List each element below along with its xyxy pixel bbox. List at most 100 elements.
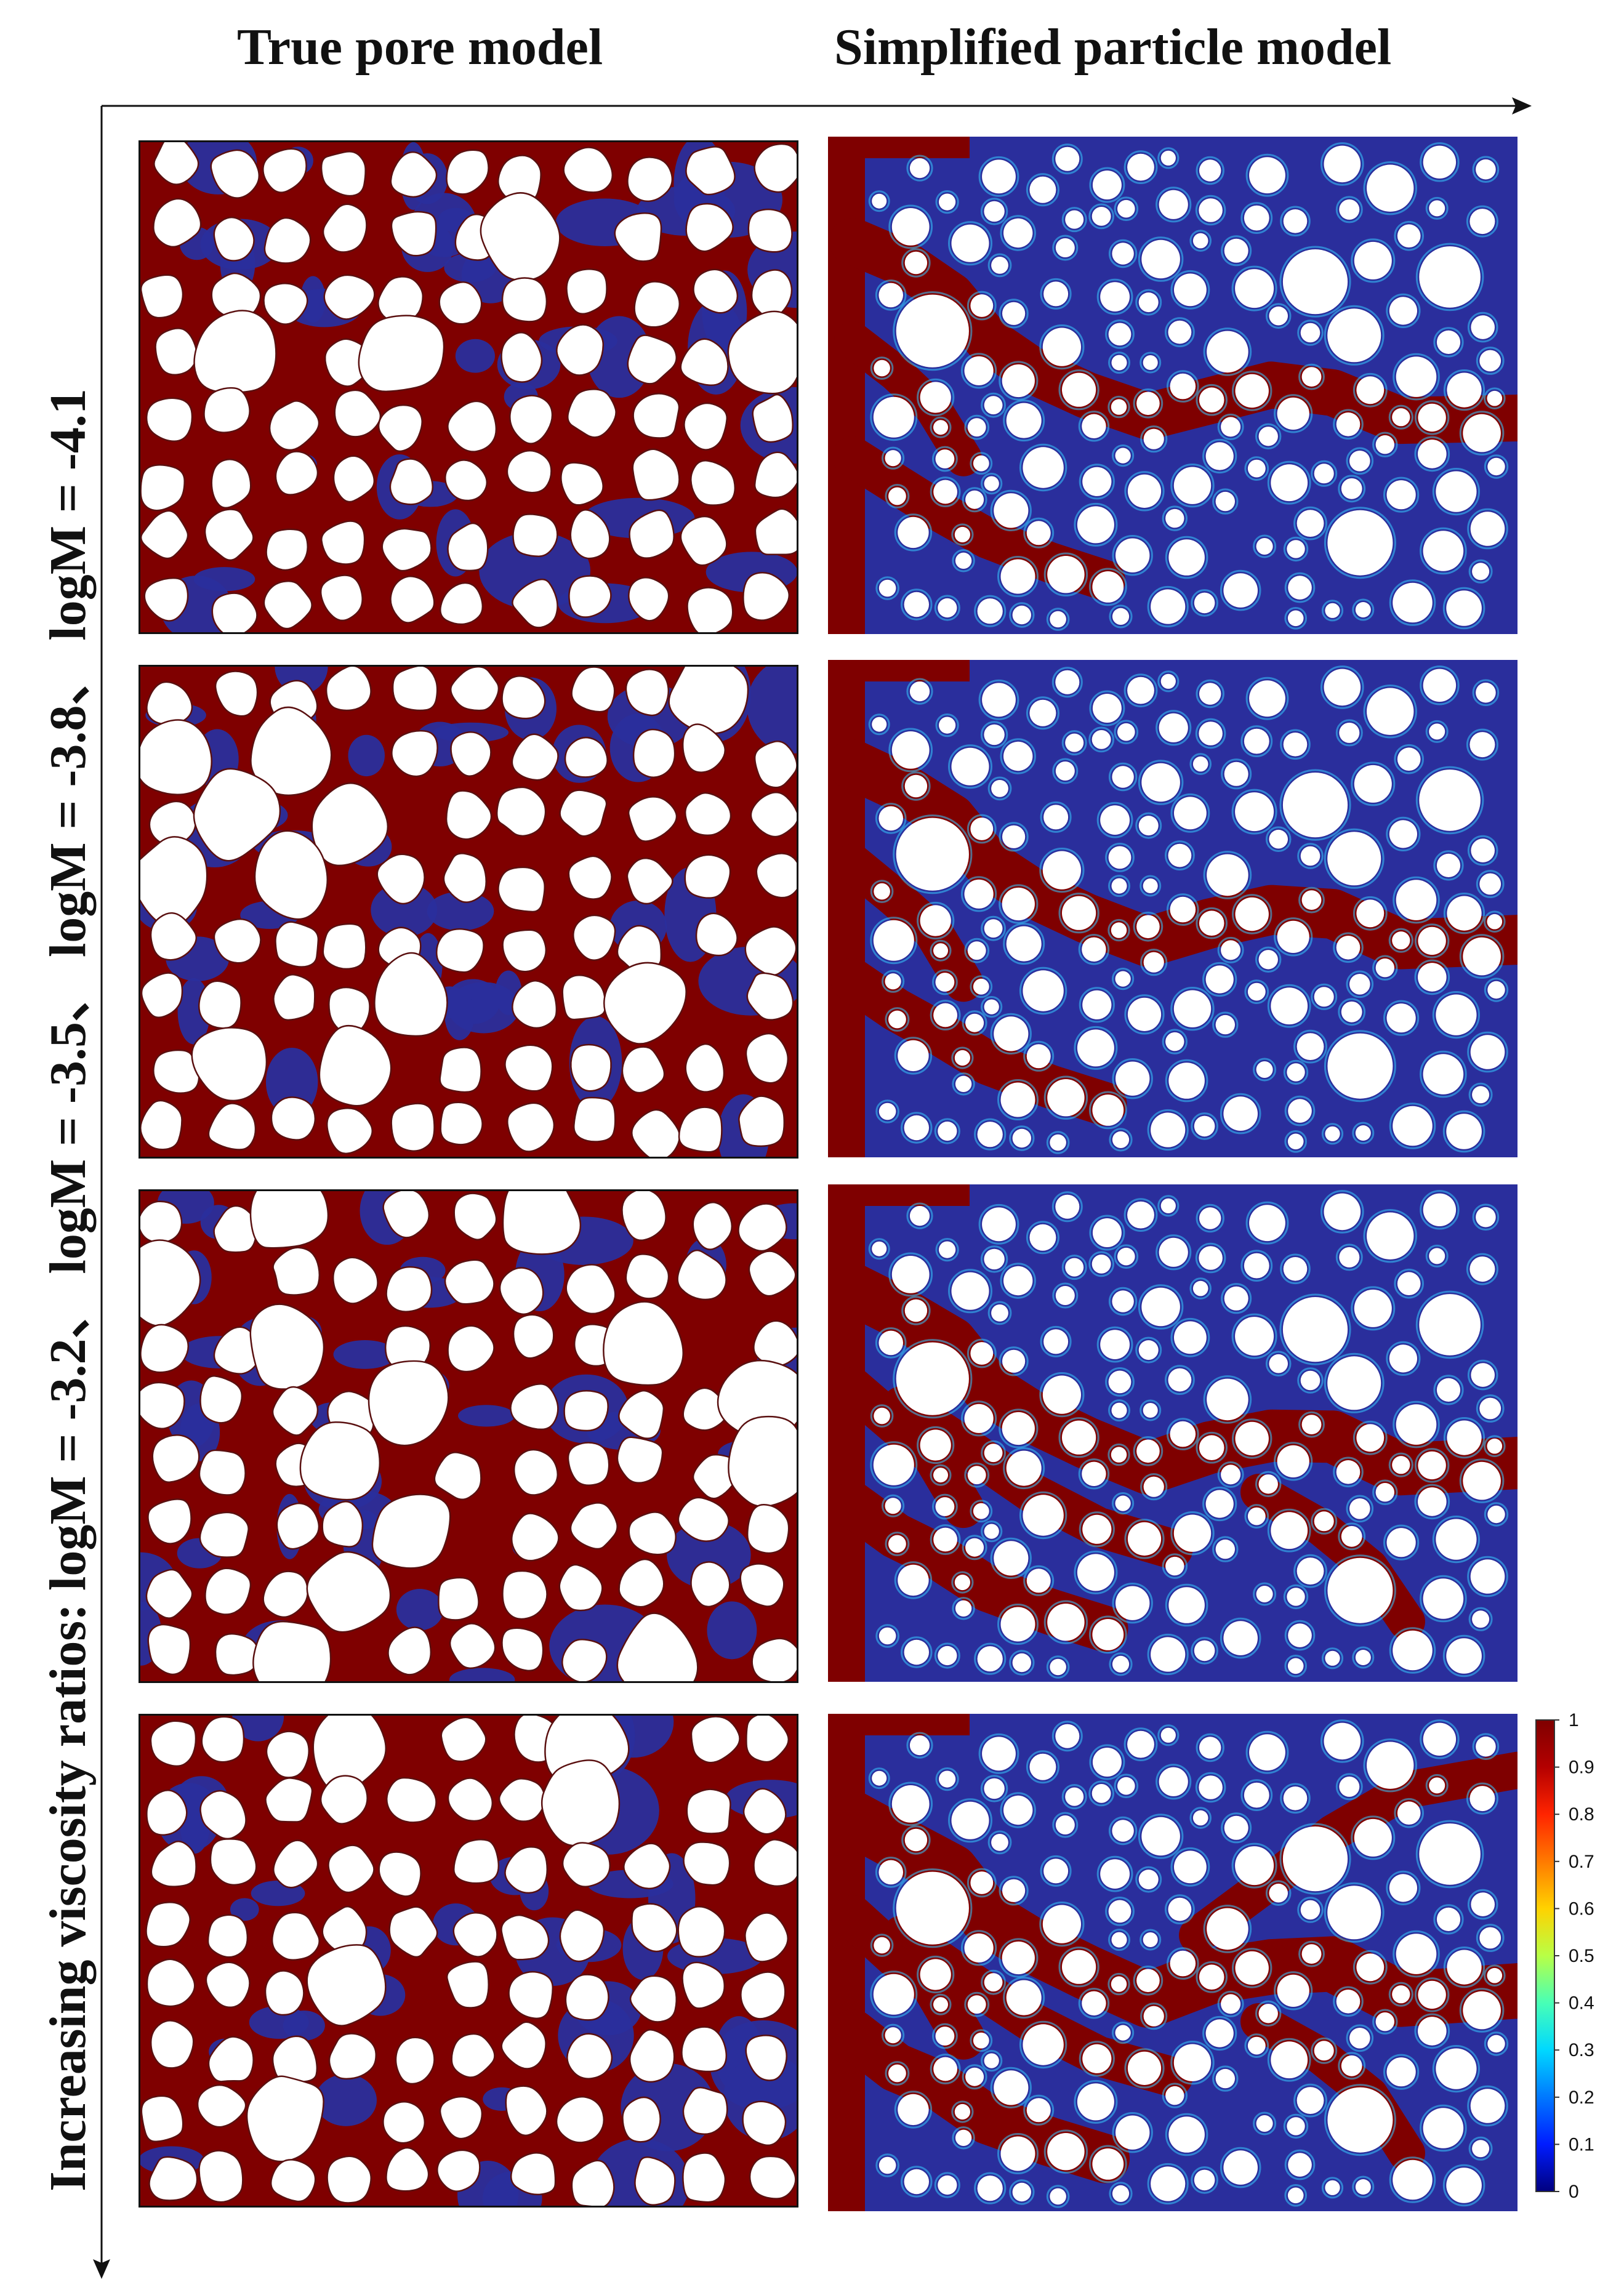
pore-grain [744, 1912, 789, 1963]
pore-grain [695, 912, 738, 957]
particle-circle [965, 490, 984, 509]
particle-circle [1108, 1370, 1132, 1394]
particle-circle [873, 396, 914, 438]
particle-circle [1000, 2136, 1035, 2171]
particle-circle [1235, 269, 1274, 308]
pore-grain [273, 1839, 319, 1889]
particle-circle [1287, 1063, 1305, 1082]
particle-circle [984, 201, 1005, 222]
pore-grain [306, 1944, 387, 2027]
particle-circle [1065, 210, 1084, 229]
particle-circle [1173, 2044, 1212, 2081]
particle-circle [1111, 1402, 1127, 1418]
particle-circle [1375, 1483, 1394, 1502]
pore-grain [623, 1842, 671, 1890]
particle-circle [1111, 355, 1127, 371]
particle-circle [1092, 571, 1124, 603]
pore-grain [249, 1303, 325, 1390]
pore-grain [634, 2156, 676, 2206]
pore-grain [440, 1716, 487, 1762]
pore-grain [746, 972, 794, 1021]
pore-grain [213, 918, 262, 964]
pore-grain [381, 528, 432, 572]
particle-circle [1446, 590, 1482, 626]
particle-circle [1392, 1985, 1410, 2004]
particle-circle [1271, 2041, 1308, 2079]
pore-grain [382, 2101, 426, 2144]
particle-circle [964, 1933, 994, 1963]
particle-circle [1300, 846, 1321, 866]
particle-circle [1419, 1823, 1481, 1885]
pore-grain [207, 1914, 249, 1958]
particle-circle [1282, 249, 1348, 315]
particle-circle [1436, 1378, 1461, 1402]
particle-circle [1047, 1079, 1085, 1117]
pore-grain [139, 719, 213, 796]
particle-circle [1249, 1734, 1285, 1771]
pore-grain [376, 853, 425, 905]
particle-circle [933, 480, 957, 504]
particle-circle [1288, 576, 1312, 600]
pore-grain [326, 1107, 373, 1155]
pore-grain [682, 2086, 728, 2135]
particle-circle [1194, 592, 1215, 614]
particle-cluster [868, 665, 1509, 1154]
pore-grain [213, 1326, 260, 1375]
pore-grain [271, 2035, 318, 2083]
pore-grain [377, 404, 423, 452]
particle-circle [1447, 1950, 1482, 1985]
particle-circle [904, 1115, 929, 1141]
particle-circle [1487, 981, 1505, 999]
pore-grain [199, 1790, 247, 1840]
particle-circle [1469, 732, 1495, 758]
pore-grain [631, 1903, 678, 1953]
particle-circle [1065, 1787, 1084, 1806]
particle-circle [1199, 1775, 1223, 1799]
particle-circle [1436, 994, 1477, 1035]
pore-grain [751, 1637, 798, 1683]
pore-grain [512, 578, 558, 629]
pore-grain [632, 393, 680, 439]
particle-circle [1215, 491, 1235, 512]
particle-circle [938, 1121, 957, 1141]
particle-circle [1127, 1730, 1154, 1758]
particle-circle [973, 1503, 989, 1519]
particle-circle [1429, 200, 1445, 217]
particle-circle [1244, 205, 1269, 231]
particle-circle [1418, 440, 1447, 468]
pore-grain [447, 1325, 495, 1373]
particle-circle [1247, 982, 1266, 1001]
particle-circle [1082, 990, 1112, 1019]
particle-circle [1026, 1569, 1051, 1593]
pore-grain [446, 1961, 489, 2009]
particle-circle [1375, 435, 1394, 454]
particle-circle [1341, 1001, 1362, 1022]
particle-circle [1002, 1412, 1035, 1445]
pore-grain [270, 2159, 316, 2203]
particle-circle [1256, 2115, 1273, 2132]
particle-circle [1043, 1329, 1069, 1354]
pore-grain [378, 1851, 422, 1897]
pore-grain [569, 509, 611, 560]
particle-circle [1355, 1650, 1371, 1665]
particle-circle [1283, 209, 1308, 233]
particle-circle [1249, 157, 1285, 194]
pore-grain [214, 1633, 260, 1676]
colorbar-tick-label: 0.1 [1569, 2134, 1594, 2155]
particle-circle [951, 747, 989, 785]
particle-circle [1092, 1748, 1122, 1777]
particle-circle [1092, 1619, 1124, 1650]
particle-circle [1472, 563, 1490, 581]
particle-circle [1199, 910, 1224, 936]
header-simplified-particle-model: Simplified particle model [834, 18, 1392, 76]
pore-grain [747, 208, 793, 253]
particle-circle [1141, 239, 1180, 279]
pore-grain [616, 1612, 699, 1683]
particle-circle [1423, 1054, 1464, 1095]
particle-circle [1002, 1941, 1035, 1975]
particle-circle [891, 731, 930, 769]
particle-circle [1029, 176, 1056, 203]
particle-circle [1143, 428, 1164, 449]
pore-grain [320, 520, 366, 565]
pore-grain [555, 2095, 605, 2143]
